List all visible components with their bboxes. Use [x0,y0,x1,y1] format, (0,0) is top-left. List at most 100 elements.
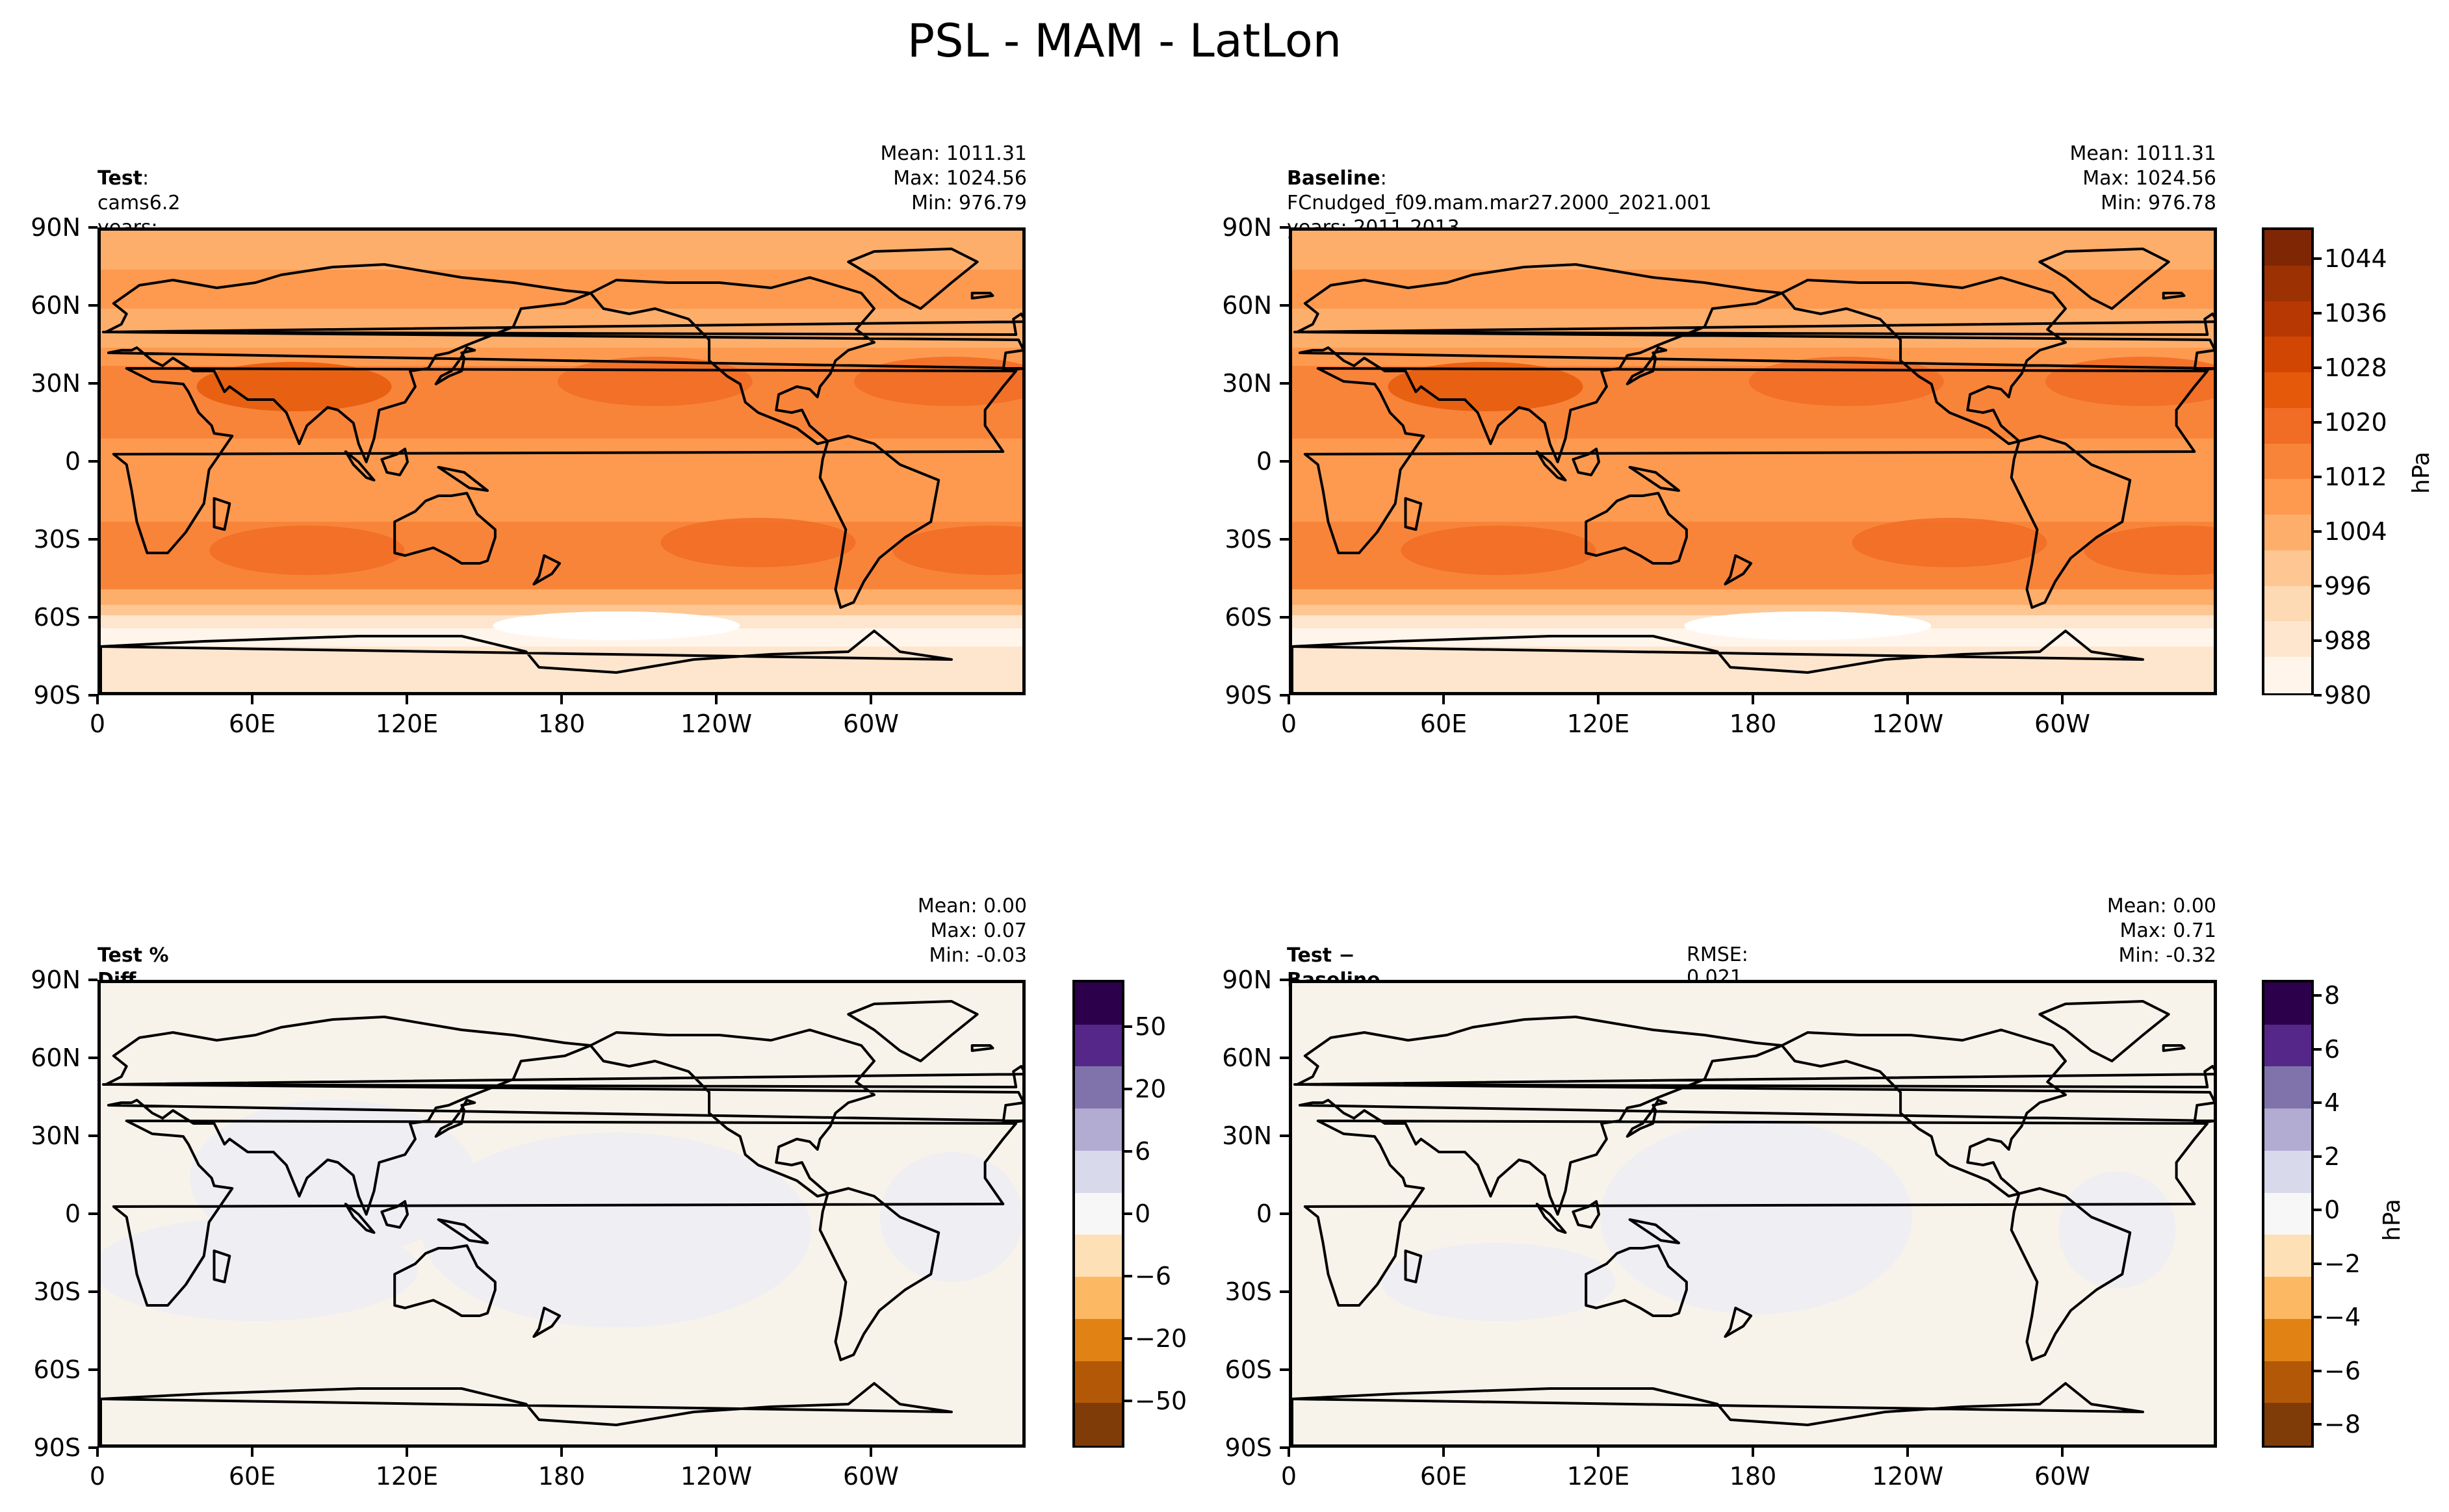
y-tick-label: 0 [64,1199,81,1228]
colorbar-segment [2264,1361,2311,1404]
y-tick-label: 90N [1222,966,1272,994]
colorbar-tick-mark [1124,1088,1132,1090]
field-band [101,491,1022,522]
colorbar-tick-label: 0 [2324,1196,2340,1224]
x-tick-label: 60W [843,710,899,738]
panel-pctdiff-stats: Mean: 0.00 Max: 0.07 Min: -0.03 [767,894,1027,968]
x-tick-mark [2061,1448,2064,1457]
colorbar-tick-mark [2314,1423,2322,1426]
y-tick-mark [88,616,97,619]
colorbar-segment [2264,1066,2311,1110]
field-band [101,348,1022,366]
y-tick-mark [88,382,97,385]
colorbar-tick-label: 4 [2324,1088,2340,1117]
x-tick-label: 120W [680,710,753,738]
x-tick-label: 120E [1566,710,1630,738]
diff-patch [101,1217,418,1321]
x-tick-mark [1906,695,1909,704]
panel-baseline-colorbar-label: hPa [2408,452,2435,494]
stat-min: Min: 976.79 [911,192,1027,214]
colorbar-tick-label: −6 [1135,1262,1172,1290]
colorbar-segment [2264,982,2311,1025]
y-tick-mark [1280,304,1289,307]
y-tick-label: 60N [31,291,81,320]
x-tick-label: 60E [1419,710,1468,738]
x-tick-mark [96,695,99,704]
field-band [1292,605,2214,616]
colorbar-tick-label: 1036 [2324,299,2387,327]
pressure-high [660,518,856,567]
colorbar-segment [1075,1235,1122,1278]
stat-min: Min: 976.78 [2101,192,2216,214]
colorbar-segment [2264,1235,2311,1278]
x-tick-mark [406,1448,408,1457]
x-tick-mark [1597,1448,1600,1457]
y-tick-mark [1280,694,1289,697]
colorbar-segment [2264,407,2311,444]
y-tick-mark [88,979,97,981]
x-tick-label: 120W [1871,1462,1944,1491]
stat-mean: Mean: 1011.31 [880,142,1027,165]
y-tick-label: 0 [1256,447,1272,476]
pressure-high [854,357,1022,406]
y-tick-label: 30S [1224,1277,1272,1306]
field-band [101,605,1022,616]
diff-patch [190,1100,476,1256]
stat-min: Min: -0.32 [2118,944,2217,967]
colorbar-segment [1075,1403,1122,1446]
colorbar-tick-label: −8 [2324,1410,2361,1439]
y-tick-label: 60S [1224,1355,1272,1384]
coastlines [1292,1000,2214,1444]
y-tick-label: 90N [31,966,81,994]
colorbar-tick-label: −20 [1135,1324,1187,1353]
panel-diff-stats: Mean: 0.00 Max: 0.71 Min: -0.32 [1956,894,2216,968]
x-tick-label: 60W [843,1462,899,1491]
colorbar-segment [2264,585,2311,622]
y-tick-mark [1280,538,1289,541]
pressure-high [209,526,405,575]
y-tick-mark [88,1368,97,1371]
colorbar-tick-mark [2314,476,2322,478]
colorbar-tick-mark [2314,1262,2322,1265]
stat-max: Max: 0.71 [2119,919,2216,942]
colorbar-segment [2264,443,2311,480]
colorbar-segment [1075,1150,1122,1194]
panel-diff-colorbar [2262,980,2314,1448]
colorbar-tick-mark [2314,585,2322,587]
x-tick-mark [1288,1448,1290,1457]
pressure-low [1684,611,1932,640]
y-tick-label: 30N [1222,1121,1272,1150]
y-tick-label: 90N [31,213,81,242]
colorbar-tick-mark [1124,1212,1132,1215]
x-tick-mark [1752,1448,1754,1457]
colorbar-tick-mark [2314,257,2322,260]
field-band [101,309,1022,348]
y-tick-label: 0 [1256,1199,1272,1228]
x-tick-mark [715,1448,718,1457]
colorbar-tick-label: 1044 [2324,244,2387,273]
y-tick-label: 30S [1224,525,1272,554]
x-tick-label: 60W [2034,1462,2090,1491]
y-tick-label: 60N [1222,291,1272,320]
x-tick-label: 180 [538,1462,586,1491]
colorbar-segment [1075,1066,1122,1110]
colorbar-segment [2264,515,2311,551]
y-tick-mark [1280,1446,1289,1449]
panel-baseline-title-bold: Baseline [1287,167,1380,190]
field-band [1292,589,2214,606]
y-tick-mark [88,304,97,307]
x-tick-mark [1288,695,1290,704]
colorbar-tick-label: 996 [2324,572,2372,600]
panel-test-map [97,227,1026,695]
y-tick-label: 0 [64,447,81,476]
map-canvas [1292,983,2214,1444]
x-tick-label: 120E [375,1462,439,1491]
colorbar-segment [2264,1277,2311,1320]
field-band [1292,231,2214,270]
stat-mean: Mean: 0.00 [2106,895,2216,917]
field-band [101,407,1022,439]
colorbar-tick-mark [2314,1047,2322,1051]
y-tick-label: 90S [1224,1433,1272,1462]
colorbar-tick-mark [2314,1101,2322,1104]
stat-mean: Mean: 1011.31 [2069,142,2216,165]
